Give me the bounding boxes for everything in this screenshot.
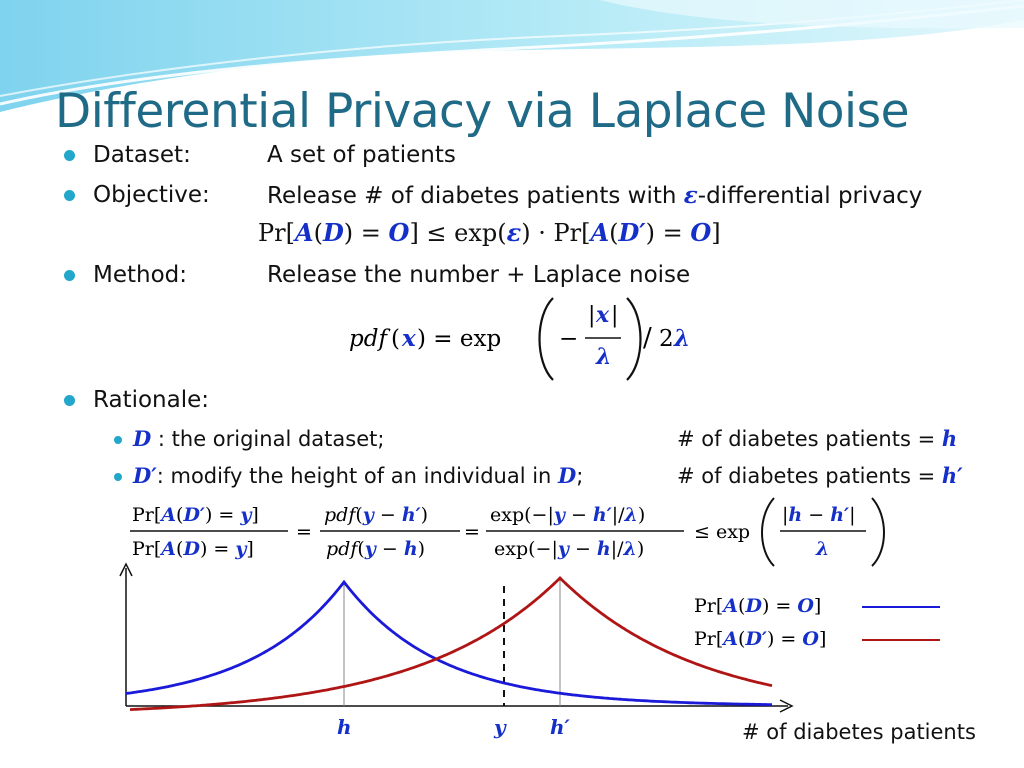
svg-text:λ: λ: [815, 538, 829, 560]
svg-text:/: /: [643, 323, 652, 353]
svg-text:2: 2: [659, 326, 674, 352]
sub-bullet-dprime-text: : modify the height of an individual in: [156, 464, 559, 488]
svg-text:|h − h′|: |h − h′|: [782, 504, 855, 526]
svg-text:pdf: pdf: [349, 326, 390, 352]
svg-text:pdf(y − h): pdf(y − h): [326, 538, 425, 560]
pdf-formula: pdf ( x ) = exp − | x | λ / 2 λ: [349, 297, 690, 381]
svg-text:exp(−|y − h′|/λ): exp(−|y − h′|/λ): [490, 504, 645, 526]
svg-text:λ: λ: [595, 344, 611, 370]
var-h: h: [941, 426, 958, 451]
sub-bullet-icon: [114, 473, 122, 481]
bullet-icon: [64, 395, 75, 406]
dataset-text: A set of patients: [267, 142, 456, 168]
var-hprime: h′: [941, 463, 963, 488]
series-line-dprime: [129, 576, 773, 711]
dataset-label: Dataset:: [93, 142, 191, 168]
bullet-icon: [64, 190, 75, 201]
sub-bullet-dprime-semicolon: ;: [576, 464, 584, 488]
objective-formula: Pr[A(D) = O] ≤ exp(ε) · Pr[A(D′) = O]: [258, 218, 721, 247]
ratio-formula: Pr[A(D′) = y] Pr[A(D) = y] = pdf(y − h′)…: [130, 497, 885, 567]
svg-text:−: −: [559, 326, 578, 352]
series-line-d: [125, 579, 772, 706]
sub-bullet-d-right: # of diabetes patients =: [677, 427, 942, 451]
objective-text: Release # of diabetes patients with ε-di…: [267, 182, 922, 209]
x-marker-y: y: [493, 715, 507, 739]
x-marker-h: h: [337, 715, 352, 739]
var-dprime: D′: [133, 463, 157, 488]
svg-text:(: (: [391, 326, 400, 352]
svg-text:x: x: [595, 302, 610, 328]
legend-label-d: Pr[A(D) = O]: [694, 595, 821, 617]
bullet-icon: [64, 270, 75, 281]
sub-bullet-d-text: : the original dataset;: [151, 427, 385, 451]
header-wave-decoration: [0, 0, 1024, 112]
svg-text:Pr[A(D′) = y]: Pr[A(D′) = y]: [132, 504, 259, 526]
svg-text:λ: λ: [673, 325, 690, 352]
svg-text:pdf(y − h′): pdf(y − h′): [324, 504, 428, 526]
laplace-chart: h y h′ Pr[A(D) = O] Pr[A(D′) = O]: [119, 562, 940, 739]
var-d: D: [558, 463, 577, 488]
var-d: D: [133, 426, 152, 451]
sub-bullet-dprime-right: # of diabetes patients =: [677, 464, 942, 488]
page-title: Differential Privacy via Laplace Noise: [55, 84, 910, 139]
method-label: Method:: [93, 262, 188, 288]
svg-text:exp(−|y − h|/λ): exp(−|y − h|/λ): [494, 538, 644, 560]
svg-text:=: =: [464, 521, 480, 543]
svg-text:=: =: [296, 521, 312, 543]
x-marker-hprime: h′: [550, 715, 571, 739]
x-axis-arrow: [779, 699, 794, 713]
svg-text:|: |: [588, 303, 595, 328]
objective-text-before: Release # of diabetes patients with: [267, 183, 684, 209]
epsilon-symbol: ε: [683, 182, 698, 209]
svg-text:|: |: [611, 303, 618, 328]
method-text: Release the number + Laplace noise: [267, 262, 691, 288]
bullet-icon: [64, 150, 75, 161]
rationale-label: Rationale:: [93, 387, 210, 413]
y-axis-arrow: [119, 562, 133, 577]
svg-text:Pr[A(D) = y]: Pr[A(D) = y]: [132, 538, 254, 560]
svg-text:≤ exp: ≤ exp: [694, 521, 750, 543]
sub-bullet-icon: [114, 436, 122, 444]
objective-text-after: -differential privacy: [697, 183, 923, 209]
svg-text:) = exp: ) = exp: [417, 326, 501, 352]
x-axis-label: # of diabetes patients: [742, 720, 976, 744]
objective-label: Objective:: [93, 182, 210, 208]
legend-label-dprime: Pr[A(D′) = O]: [694, 628, 826, 650]
svg-text:x: x: [401, 325, 416, 352]
